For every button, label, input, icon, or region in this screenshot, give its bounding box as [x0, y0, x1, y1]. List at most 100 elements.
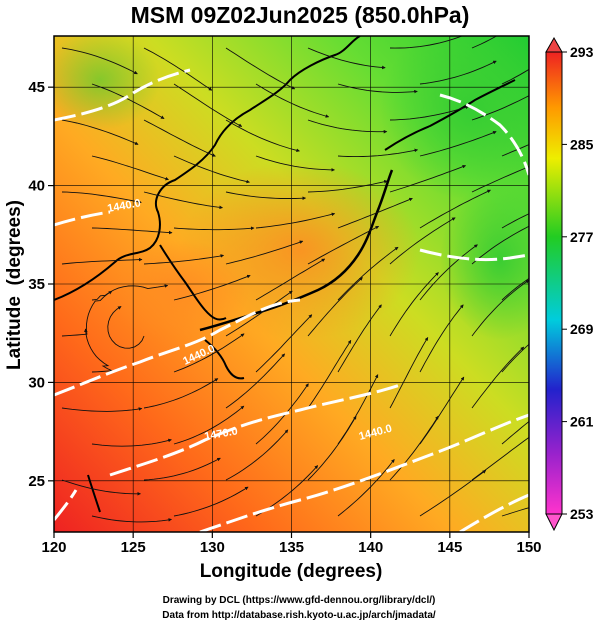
- contour-line: [54, 489, 78, 521]
- streamline: [225, 429, 289, 481]
- streamline: [91, 438, 172, 447]
- streamline: [91, 515, 172, 523]
- streamline: [61, 47, 138, 75]
- streamline: [84, 328, 114, 373]
- streamline: [173, 226, 255, 231]
- streamline: [389, 164, 467, 193]
- streamline: [61, 479, 141, 496]
- y-tick-label: 30: [28, 374, 45, 391]
- streamline: [225, 191, 307, 201]
- streamline: [91, 83, 165, 119]
- y-axis-ticks: 25 30 35 40 45: [28, 79, 54, 490]
- coastline-taiwan: [87, 474, 101, 513]
- streamline: [471, 225, 529, 265]
- contour-line: [459, 493, 529, 532]
- streamline: [419, 470, 487, 517]
- contour-line: [109, 383, 401, 477]
- streamline: [91, 284, 169, 301]
- contour-line: [439, 93, 529, 176]
- colorbar-top-arrow: [545, 36, 563, 53]
- streamline: [419, 189, 491, 229]
- streamline: [61, 290, 113, 337]
- streamline: [389, 336, 429, 409]
- contour-label: 1440.0: [106, 197, 141, 215]
- streamline: [143, 47, 213, 91]
- coastline-kyushu: [204, 339, 245, 380]
- streamline: [225, 353, 285, 409]
- streamline: [389, 217, 456, 265]
- x-axis-title: Longitude (degrees): [200, 561, 383, 582]
- streamline: [307, 179, 388, 193]
- streamline: [307, 225, 380, 265]
- x-tick-label: 120: [41, 539, 66, 556]
- streamline: [501, 420, 529, 445]
- streamline: [337, 197, 413, 229]
- streamline: [389, 415, 439, 481]
- streamline: [501, 507, 529, 517]
- x-axis-ticks: 120 125 130 135 140 145 150: [41, 532, 542, 556]
- streamline: [225, 240, 304, 265]
- coastline-continent: [54, 36, 361, 301]
- contour-line: [419, 248, 529, 262]
- colorbar: 293 285 277 269 261 253: [545, 36, 594, 532]
- contour-line: [199, 413, 529, 532]
- streamline: [307, 47, 386, 70]
- streamline: [471, 166, 529, 193]
- streamline: [225, 119, 300, 153]
- colorbar-tick-label: 277: [570, 229, 594, 245]
- streamline: [501, 213, 529, 229]
- contour-label: 1470.0: [203, 425, 238, 443]
- map-plot-area: 1440.0 1440.0 1470.0 1440.0: [54, 36, 529, 532]
- streamline: [91, 227, 173, 235]
- streamline: [307, 415, 357, 481]
- wind-streamlines: [61, 36, 529, 523]
- coastline-hokkaido: [384, 79, 516, 151]
- streamline: [143, 457, 221, 481]
- streamline: [501, 68, 529, 85]
- streamline: [389, 36, 469, 49]
- y-tick-label: 35: [28, 276, 45, 293]
- colorbar-tick-label: 261: [570, 414, 594, 430]
- streamline: [173, 405, 245, 445]
- streamline: [225, 290, 293, 337]
- x-tick-label: 125: [121, 539, 146, 556]
- streamline: [255, 314, 313, 373]
- streamline: [61, 407, 143, 412]
- contour-line: [54, 298, 301, 397]
- y-tick-label: 25: [28, 473, 45, 490]
- x-tick-label: 150: [516, 539, 541, 556]
- streamline: [61, 257, 143, 265]
- streamline: [173, 274, 251, 301]
- streamline: [173, 486, 249, 517]
- streamline: [471, 36, 498, 49]
- x-tick-label: 145: [437, 539, 462, 556]
- streamline: [471, 279, 529, 337]
- contour-line: [54, 68, 191, 122]
- y-tick-label: 45: [28, 79, 45, 96]
- streamline: [307, 119, 388, 134]
- streamline: [143, 378, 219, 409]
- map-title: MSM 09Z02Jun2025 (850.0hPa): [131, 2, 470, 28]
- streamline: [255, 258, 326, 301]
- streamline: [255, 212, 336, 229]
- colorbar-tick-label: 269: [570, 321, 594, 337]
- streamline: [501, 343, 529, 373]
- streamline: [337, 304, 382, 373]
- x-tick-label: 140: [358, 539, 383, 556]
- streamline: [389, 105, 470, 121]
- streamline: [143, 191, 223, 210]
- streamline: [501, 144, 529, 157]
- y-tick-label: 40: [28, 178, 45, 195]
- y-axis-title: Latitude (degrees): [4, 200, 25, 370]
- streamline: [225, 47, 296, 90]
- contour-line: [54, 210, 111, 227]
- streamline: [389, 272, 439, 337]
- streamline: [61, 119, 139, 145]
- colorbar-bottom-arrow: [545, 513, 563, 532]
- streamline: [419, 60, 497, 85]
- streamline: [419, 244, 478, 301]
- streamline: [173, 333, 245, 373]
- x-tick-label: 130: [200, 539, 225, 556]
- colorbar-tick-label: 293: [570, 44, 594, 60]
